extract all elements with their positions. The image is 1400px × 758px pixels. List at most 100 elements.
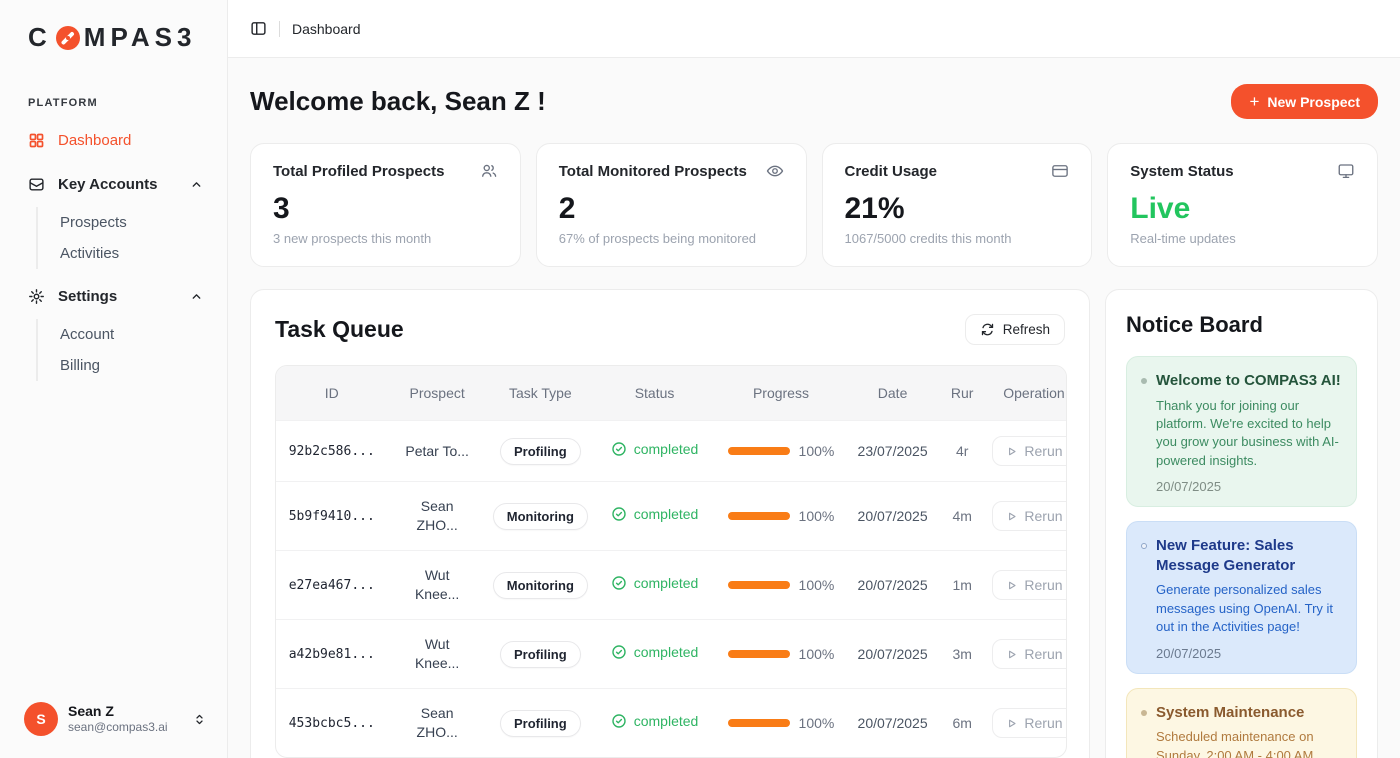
user-email: sean@compas3.ai [68,720,168,735]
panel-left-icon [251,22,266,35]
column-header-runtime: Rur [938,366,986,421]
task-queue-panel: Task Queue Refresh [250,289,1090,758]
page-content: Welcome back, Sean Z ! + New Prospect To… [228,58,1400,758]
stats-row: Total Profiled Prospects 3 3 new prospec… [250,143,1378,267]
submenu-settings: Account Billing [36,319,227,381]
submenu-key-accounts: Prospects Activities [36,207,227,269]
table-row: e27ea467... Wut Knee... Monitoring comple… [276,550,1066,620]
rerun-button[interactable]: Rerun [992,436,1066,466]
mail-icon [29,177,44,191]
refresh-button[interactable]: Refresh [964,314,1065,345]
sidebar-item-key-accounts[interactable]: Key Accounts [0,167,227,201]
sidebar-group-key-accounts: Key Accounts Prospects Activities [0,167,227,269]
sidebar-group-settings: Settings Account Billing [0,279,227,381]
task-status: completed [611,713,698,729]
table-header-row: ID Prospect Task Type Status Progress Da… [276,366,1066,421]
sidebar-item-dashboard[interactable]: Dashboard [0,123,227,157]
user-meta: Sean Z sean@compas3.ai [68,703,168,736]
user-name: Sean Z [68,702,114,719]
play-icon [1009,581,1016,589]
task-prospect: Sean ZHO... [387,481,487,551]
stat-card-system-status: System Status Live Real-time updates [1107,143,1378,267]
plus-icon: + [1249,92,1260,111]
refresh-icon [981,323,993,336]
topbar-divider [279,20,280,37]
stat-card-monitored-prospects: Total Monitored Prospects 2 67% of prosp… [535,143,807,267]
play-icon [1009,447,1016,455]
notice-body: Thank you for joining our platform. We'r… [1156,397,1339,468]
task-type-badge: Monitoring [492,502,588,530]
progress-bar [727,512,790,520]
task-date: 23/07/2025 [846,420,939,482]
rerun-button[interactable]: Rerun [992,570,1066,600]
task-status: completed [611,441,698,457]
sidebar: C MPAS3 PLATFORM Dashboard [0,0,228,758]
brand-prefix: C [28,22,52,52]
sidebar-item-account[interactable]: Account [60,326,115,343]
task-id: 92b2c586... [276,420,388,482]
stat-title: Total Profiled Prospects [273,162,445,180]
task-progress: 100% [727,577,834,593]
column-header-operation: Operation [985,366,1066,421]
task-runtime: 4r [938,420,986,482]
sidebar-item-activities[interactable]: Activities [60,245,120,262]
stat-subtext: 1067/5000 credits this month [844,231,1012,246]
task-date: 20/07/2025 [846,550,939,620]
sidebar-item-settings[interactable]: Settings [0,279,227,313]
task-runtime: 3m [938,619,986,689]
play-icon [1009,512,1016,520]
check-circle-icon [612,441,626,456]
rerun-button[interactable]: Rerun [992,501,1066,531]
task-prospect: Wut Knee... [387,619,487,689]
stat-subtext: Real-time updates [1130,231,1236,246]
play-icon [1009,650,1016,658]
stat-value: 3 [273,192,290,225]
gear-icon [29,288,44,304]
stat-title: System Status [1130,162,1234,180]
new-prospect-button[interactable]: + New Prospect [1231,84,1378,119]
column-header-date: Date [846,366,939,421]
table-row: a42b9e81... Wut Knee... Profiling complet… [276,619,1066,689]
new-prospect-label: New Prospect [1267,93,1360,110]
chevrons-up-down-icon[interactable] [192,712,207,727]
chevron-up-icon[interactable] [190,290,203,303]
sidebar-item-label: Key Accounts [58,175,158,193]
sidebar-item-label: Settings [58,287,118,305]
check-circle-icon [612,713,626,728]
notice-board-panel: Notice Board Welcome to COMPAS3 AI! Than… [1105,289,1378,758]
task-id: a42b9e81... [276,619,388,689]
rerun-button[interactable]: Rerun [992,708,1066,738]
check-circle-icon [612,506,626,521]
task-runtime: 6m [938,688,986,757]
notice-maintenance: System Maintenance Scheduled maintenance… [1126,687,1357,758]
task-type-badge: Profiling [499,437,581,465]
task-type-badge: Profiling [499,709,581,737]
task-type-badge: Profiling [499,640,581,668]
sidebar-toggle-button[interactable] [250,20,267,37]
breadcrumb: Dashboard [292,20,361,37]
rerun-button[interactable]: Rerun [992,639,1066,669]
stat-subtext: 3 new prospects this month [273,231,432,246]
task-prospect: Sean ZHO... [387,688,487,757]
task-table-wrapper[interactable]: ID Prospect Task Type Status Progress Da… [275,365,1067,758]
page-title: Welcome back, Sean Z ! [250,86,546,116]
task-progress: 100% [727,508,834,524]
task-prospect: Wut Knee... [387,550,487,620]
sidebar-nav: Dashboard Key Accounts Prospects Activit… [0,123,227,385]
column-header-prospect: Prospect [387,366,487,421]
column-header-progress: Progress [715,366,847,421]
progress-bar [727,719,790,727]
user-menu[interactable]: S Sean Z sean@compas3.ai [0,688,227,758]
monitor-icon [1338,164,1354,179]
stat-value: 21% [844,192,905,225]
sidebar-item-billing[interactable]: Billing [60,357,101,374]
stat-subtext: 67% of prospects being monitored [558,231,757,246]
sidebar-item-prospects[interactable]: Prospects [60,214,127,231]
task-table: ID Prospect Task Type Status Progress Da… [276,366,1066,757]
task-id: 453bcbc5... [276,688,388,757]
topbar: Dashboard [228,0,1400,58]
sidebar-item-label: Dashboard [58,131,132,149]
users-icon [481,164,497,177]
chevron-up-icon[interactable] [190,178,203,191]
